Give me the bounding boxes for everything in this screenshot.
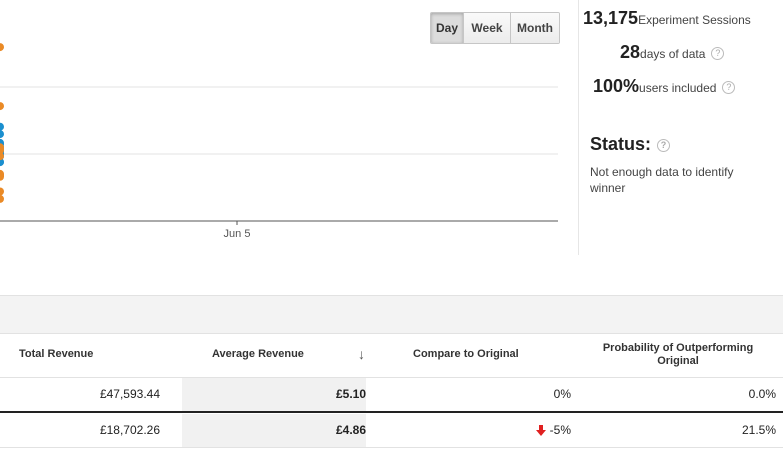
compare-value: -5% bbox=[549, 423, 571, 437]
month-button[interactable]: Month bbox=[510, 13, 559, 43]
day-button[interactable]: Day bbox=[431, 13, 463, 43]
row-divider bbox=[0, 377, 783, 378]
table-row: £47,593.44 £5.10 0% 0.0% bbox=[0, 378, 783, 411]
sessions-value: 13,175 bbox=[583, 8, 639, 28]
cell-total-revenue: £47,593.44 bbox=[99, 387, 160, 401]
status-title: Status:? bbox=[590, 134, 671, 155]
data-point-orange[interactable] bbox=[0, 187, 4, 196]
users-value: 100% bbox=[593, 76, 640, 96]
cell-total-revenue: £18,702.26 bbox=[99, 423, 160, 437]
status-text: Not enough data to identify winner bbox=[590, 165, 734, 195]
revenue-chart: Jun 5 bbox=[0, 43, 558, 240]
cell-average-revenue: £5.10 bbox=[182, 378, 366, 411]
table-header: Total Revenue Average Revenue ↓ Compare … bbox=[0, 333, 783, 377]
table-toolbar-band bbox=[0, 295, 783, 334]
series-layer bbox=[0, 43, 4, 203]
users-stat: 100%users included? bbox=[593, 76, 736, 97]
days-value: 28 bbox=[620, 42, 641, 62]
days-stat: 28days of data? bbox=[620, 42, 725, 63]
data-point-orange[interactable] bbox=[0, 43, 4, 52]
header-total-revenue[interactable]: Total Revenue bbox=[19, 348, 94, 360]
table-row: £18,702.26 £4.86 -5% 21.5% bbox=[0, 414, 783, 447]
header-average-revenue[interactable]: Average Revenue bbox=[212, 348, 304, 360]
status-title-text: Status: bbox=[590, 134, 652, 154]
header-compare[interactable]: Compare to Original bbox=[413, 348, 519, 360]
stats-panel: 13,175Experiment Sessions 28days of data… bbox=[580, 0, 783, 255]
users-label: users included bbox=[639, 81, 717, 95]
cell-average-revenue: £4.86 bbox=[182, 414, 366, 447]
row-divider bbox=[0, 447, 783, 448]
data-point-orange[interactable] bbox=[0, 194, 4, 203]
week-button[interactable]: Week bbox=[463, 13, 510, 43]
granularity-toggle: Day Week Month bbox=[430, 12, 560, 44]
help-icon[interactable]: ? bbox=[657, 138, 671, 152]
data-point-orange[interactable] bbox=[0, 102, 4, 111]
cell-compare: -5% bbox=[400, 414, 571, 447]
data-point-blue[interactable] bbox=[0, 130, 4, 139]
data-point-orange[interactable] bbox=[0, 152, 4, 161]
x-tick-label: Jun 5 bbox=[224, 228, 251, 240]
help-icon[interactable]: ? bbox=[711, 47, 725, 61]
chart-area: Jun 5 Day Week Month bbox=[0, 0, 578, 255]
data-point-blue[interactable] bbox=[0, 122, 4, 131]
data-point-orange[interactable] bbox=[0, 146, 4, 155]
days-label: days of data bbox=[640, 47, 706, 61]
sessions-stat: 13,175Experiment Sessions bbox=[583, 8, 751, 29]
cell-compare: 0% bbox=[553, 387, 571, 401]
baseline-divider bbox=[0, 411, 783, 413]
data-point-blue[interactable] bbox=[0, 158, 4, 167]
sessions-label: Experiment Sessions bbox=[638, 13, 751, 27]
sort-down-icon[interactable]: ↓ bbox=[358, 346, 365, 362]
cell-probability: 0.0% bbox=[748, 387, 776, 401]
divider bbox=[578, 0, 579, 255]
cell-probability: 21.5% bbox=[741, 423, 776, 437]
data-point-orange[interactable] bbox=[0, 171, 4, 180]
down-arrow-icon bbox=[535, 425, 546, 437]
help-icon[interactable]: ? bbox=[722, 81, 736, 95]
header-probability[interactable]: Probability of Outperforming Original bbox=[602, 342, 754, 367]
